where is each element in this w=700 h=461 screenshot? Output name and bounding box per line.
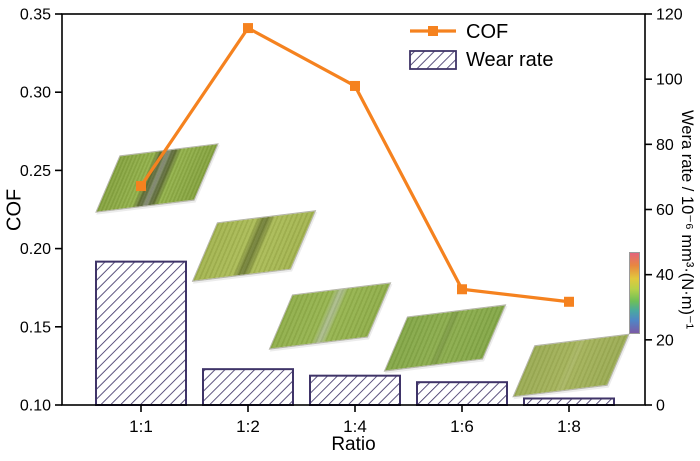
left-axis-tick-label: 0.35 <box>20 7 51 24</box>
x-axis-tick-label: 1:4 <box>343 417 367 436</box>
height-scale-colorbar <box>629 252 640 334</box>
cof-marker-1:1 <box>136 181 146 192</box>
x-axis-title: Ratio <box>331 434 376 455</box>
cof-marker-1:6 <box>457 284 467 295</box>
x-axis-tick-label: 1:2 <box>236 417 260 436</box>
right-axis-tick-label: 120 <box>656 7 683 24</box>
cof-marker-1:4 <box>350 80 360 91</box>
x-axis-tick-label: 1:8 <box>557 417 581 436</box>
right-axis-tick-label: 100 <box>656 72 683 89</box>
wear-rate-bar-1:1 <box>95 260 187 406</box>
wear-rate-bar-1:6 <box>416 381 508 407</box>
legend-wear-rate-label: Wear rate <box>466 49 553 71</box>
cof-marker-1:2 <box>243 23 253 34</box>
legend-cof-marker <box>428 26 438 36</box>
right-axis-tick-label: 40 <box>656 267 674 284</box>
x-axis-tick-label: 1:1 <box>129 417 153 436</box>
wear-rate-bar-1:4 <box>309 374 401 406</box>
right-axis-tick-label: 20 <box>656 332 674 349</box>
right-axis-tick-label: 60 <box>656 202 674 219</box>
right-axis-title: Wera rate / 10⁻⁶ mm³·(N·m)⁻¹ <box>678 109 696 330</box>
left-axis-tick-label: 0.30 <box>20 85 51 102</box>
x-axis-tick-label: 1:6 <box>450 417 474 436</box>
left-axis-tick-label: 0.20 <box>20 241 51 258</box>
left-axis-tick-label: 0.25 <box>20 163 51 180</box>
left-axis-tick-label: 0.15 <box>20 319 51 336</box>
left-axis-tick-label: 0.10 <box>20 398 51 415</box>
legend-cof-label: COF <box>466 21 508 43</box>
wear-rate-bar-1:8 <box>523 397 615 407</box>
cof-marker-1:8 <box>564 296 574 307</box>
left-axis-title: COF <box>3 188 26 231</box>
right-axis-tick-label: 80 <box>656 137 674 154</box>
wear-rate-bar-1:2 <box>202 368 294 406</box>
right-axis-tick-label: 0 <box>656 398 665 415</box>
legend-wear-rate-swatch <box>409 50 457 70</box>
